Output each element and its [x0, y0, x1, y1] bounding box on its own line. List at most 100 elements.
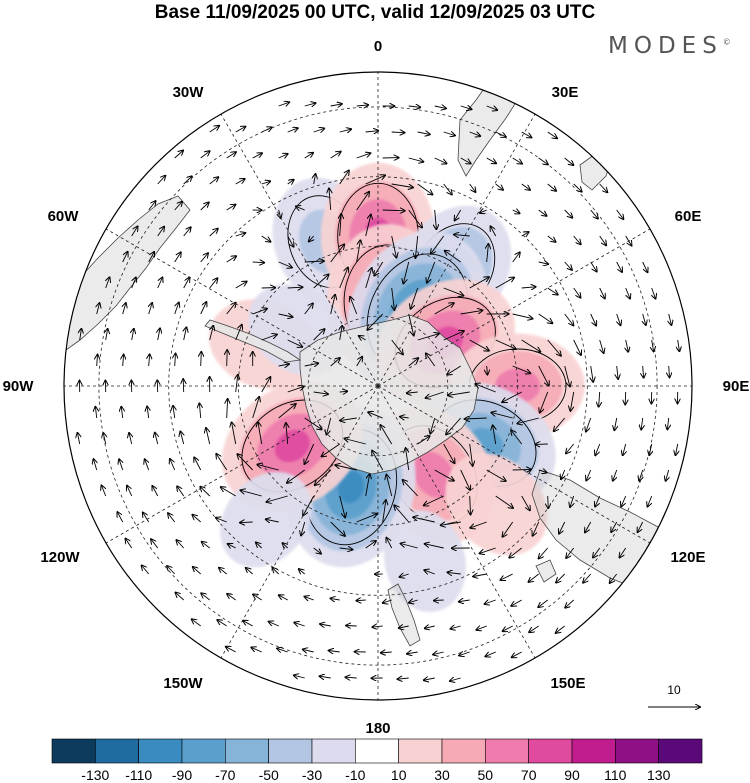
- colorbar-swatch: [398, 738, 443, 764]
- colorbar-tick-label: 10: [391, 767, 407, 783]
- wind-vector: [398, 678, 409, 679]
- wind-vector: [94, 459, 97, 471]
- wind-vector: [261, 181, 271, 184]
- wind-vector: [509, 547, 522, 558]
- wind-vector: [235, 179, 245, 185]
- wind-vector: [517, 417, 539, 424]
- wind-vector: [313, 547, 321, 554]
- wind-vector: [173, 406, 175, 419]
- wind-vector: [217, 620, 227, 627]
- wind-vector: [626, 339, 629, 352]
- wind-vector: [564, 261, 572, 270]
- wind-vector: [240, 522, 253, 523]
- wind-vector: [512, 313, 533, 319]
- wind-vector: [590, 209, 598, 219]
- wind-vector: [304, 103, 316, 106]
- wind-vector: [267, 495, 288, 502]
- wind-vector: [548, 495, 549, 508]
- wind-vector: [356, 357, 363, 367]
- wind-vector: [425, 626, 435, 628]
- colorbar-tick-label: -10: [345, 767, 365, 783]
- wind-vector: [521, 183, 530, 190]
- wind-vector: [199, 403, 200, 419]
- wind-vector: [391, 132, 405, 133]
- wind-vector: [486, 106, 498, 110]
- wind-vector: [209, 278, 218, 289]
- wind-vector: [235, 282, 247, 289]
- wind-vector: [183, 278, 190, 289]
- wind-vector: [339, 548, 353, 550]
- colorbar-tick-label: -110: [125, 767, 152, 783]
- wind-vector: [240, 490, 262, 497]
- wind-vector: [408, 358, 419, 367]
- wind-vector: [313, 329, 325, 341]
- wind-vector: [235, 127, 246, 133]
- south-america: [64, 195, 191, 351]
- wind-vector: [221, 487, 236, 497]
- colorbar-tick-label: 30: [434, 767, 450, 783]
- wind-vector: [512, 210, 520, 213]
- wind-vector: [356, 192, 369, 211]
- wind-vector: [329, 189, 331, 211]
- wind-vector: [469, 339, 489, 351]
- wind-vector: [206, 428, 211, 445]
- wind-vector: [320, 676, 331, 678]
- wind-vector: [538, 313, 553, 323]
- colorbar-swatch: [311, 738, 356, 764]
- wind-vector: [287, 287, 303, 288]
- colorbar-tick-label: -70: [215, 767, 235, 783]
- wind-vector: [346, 677, 357, 678]
- wind-vector: [356, 600, 366, 601]
- wind-vector: [403, 261, 410, 283]
- wind-vector: [174, 151, 183, 159]
- wind-vector: [391, 183, 413, 188]
- wind-vector: [158, 328, 160, 341]
- wind-vector: [227, 399, 228, 419]
- wind-vector: [145, 459, 149, 471]
- wind-vector: [411, 287, 419, 309]
- wind-vector: [586, 417, 592, 432]
- wind-vector: [417, 183, 433, 195]
- copyright-mark: ©: [722, 37, 731, 47]
- colorbar-tick-label: -30: [302, 767, 322, 783]
- colorbar-tick-label: 130: [647, 767, 671, 783]
- wind-vector: [573, 183, 582, 192]
- wind-vector: [176, 540, 185, 549]
- wind-vector: [641, 417, 643, 430]
- brand-logo: MODES©: [608, 33, 731, 59]
- wind-vector: [610, 573, 618, 583]
- wind-vector: [209, 177, 219, 185]
- wind-vector: [365, 175, 385, 185]
- wind-vector: [620, 547, 627, 558]
- wind-vector: [403, 480, 419, 497]
- wind-vector: [257, 465, 279, 471]
- wind-vector: [193, 567, 202, 575]
- longitude-labels: 0 30E 60E 90E 120E 150E 180 150W 120W 90…: [3, 38, 750, 737]
- wind-vector: [573, 235, 581, 244]
- wind-vector: [448, 572, 461, 574]
- wind-vector: [487, 365, 488, 375]
- meridian-line: [105, 385, 379, 544]
- wind-vector: [278, 364, 289, 366]
- wind-vector: [570, 495, 574, 507]
- wind-vector: [652, 339, 654, 351]
- wind-vector: [448, 391, 470, 395]
- wind-vector: [431, 235, 445, 254]
- wind-vector: [253, 594, 262, 601]
- lon-label-90e: 90E: [723, 378, 750, 395]
- wind-vector: [529, 573, 539, 582]
- wind-vector: [566, 443, 575, 453]
- wind-vector: [613, 469, 617, 481]
- wind-vector: [593, 547, 601, 558]
- wind-vector: [460, 310, 483, 315]
- wind-vector: [127, 486, 133, 497]
- wind-vector: [435, 209, 437, 229]
- wind-vector: [209, 229, 218, 237]
- colorbar-swatch: [225, 738, 269, 764]
- wind-vector: [365, 474, 370, 497]
- wind-vector: [335, 465, 357, 471]
- wind-vector: [443, 287, 464, 296]
- wind-vector: [183, 227, 191, 237]
- wind-vector: [122, 252, 128, 263]
- wind-vector: [417, 132, 430, 134]
